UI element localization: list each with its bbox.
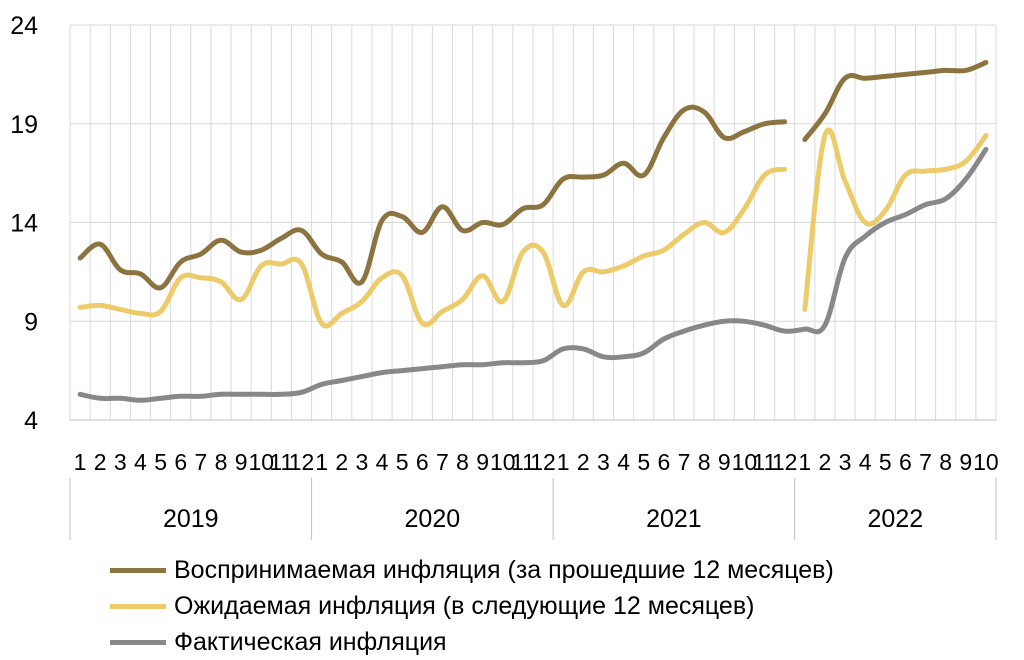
legend: Воспринимаемая инфляция (за прошедшие 12…	[110, 552, 834, 660]
gridlines	[69, 24, 997, 421]
x-tick-label: 12	[530, 449, 556, 475]
x-tick-label: 9	[959, 449, 972, 475]
x-tick-label: 8	[456, 449, 469, 475]
x-tick-label: 10	[248, 449, 274, 475]
year-label: 2022	[868, 505, 924, 533]
x-tick-label: 2	[94, 449, 107, 475]
x-tick-label: 7	[194, 449, 207, 475]
x-tick-label: 3	[114, 449, 127, 475]
x-tick-label: 9	[476, 449, 489, 475]
series-lines	[77, 60, 989, 403]
x-tick-label: 6	[416, 449, 429, 475]
year-label: 2020	[405, 505, 461, 533]
legend-swatch-actual	[110, 639, 166, 645]
x-tick-label: 1	[74, 449, 87, 475]
x-tick-label: 2	[577, 449, 590, 475]
series-perceived-line	[77, 104, 788, 291]
x-tick-label: 8	[215, 449, 228, 475]
x-tick-label: 1	[798, 449, 811, 475]
legend-label-expected: Ожидаемая инфляция (в следующие 12 месяц…	[174, 591, 755, 620]
legend-item-perceived: Воспринимаемая инфляция (за прошедшие 12…	[110, 552, 834, 588]
x-tick-label: 9	[718, 449, 731, 475]
y-tick-label: 24	[10, 12, 38, 40]
x-tick-label: 7	[436, 449, 449, 475]
x-tick-label: 4	[134, 449, 147, 475]
legend-item-actual: Фактическая инфляция	[110, 624, 834, 660]
x-tick-label: 5	[154, 449, 167, 475]
x-tick-label: 9	[235, 449, 248, 475]
legend-swatch-expected	[110, 603, 166, 609]
x-tick-label: 6	[174, 449, 187, 475]
series-perceived-line	[802, 60, 989, 143]
series-actual-line	[77, 146, 989, 403]
x-tick-label: 3	[839, 449, 852, 475]
y-tick-label: 19	[10, 111, 38, 139]
x-tick-label: 11	[753, 449, 777, 475]
x-tick-label: 7	[919, 449, 932, 475]
legend-swatch-perceived	[110, 567, 166, 573]
x-tick-label: 11	[269, 449, 293, 475]
legend-item-expected: Ожидаемая инфляция (в следующие 12 месяц…	[110, 588, 834, 624]
y-tick-label: 14	[10, 210, 38, 238]
x-tick-label: 11	[511, 449, 535, 475]
x-tick-label: 12	[289, 449, 315, 475]
x-tick-label: 5	[396, 449, 409, 475]
legend-label-actual: Фактическая инфляция	[174, 627, 447, 656]
x-tick-label: 10	[732, 449, 758, 475]
x-tick-label: 2	[818, 449, 831, 475]
x-tick-label: 5	[637, 449, 650, 475]
x-tick-label: 7	[678, 449, 691, 475]
x-tick-label: 8	[939, 449, 952, 475]
series-expected-line	[77, 166, 788, 329]
x-tick-label: 10	[490, 449, 516, 475]
x-tick-label: 12	[772, 449, 798, 475]
series-expected-line	[802, 127, 989, 312]
x-tick-label: 3	[355, 449, 368, 475]
x-tick-label: 1	[315, 449, 328, 475]
y-tick-label: 9	[24, 308, 38, 336]
y-tick-label: 4	[24, 407, 38, 435]
x-tick-label: 5	[879, 449, 892, 475]
year-label: 2021	[646, 505, 702, 533]
x-tick-label: 3	[597, 449, 610, 475]
x-tick-label: 10	[973, 449, 999, 475]
year-label: 2019	[163, 505, 219, 533]
x-tick-label: 6	[657, 449, 670, 475]
x-tick-label: 4	[617, 449, 630, 475]
x-tick-label: 4	[376, 449, 389, 475]
legend-label-perceived: Воспринимаемая инфляция (за прошедшие 12…	[174, 555, 834, 584]
x-tick-label: 1	[557, 449, 570, 475]
x-tick-label: 8	[698, 449, 711, 475]
x-tick-label: 2	[335, 449, 348, 475]
x-tick-label: 6	[899, 449, 912, 475]
x-tick-label: 4	[859, 449, 872, 475]
